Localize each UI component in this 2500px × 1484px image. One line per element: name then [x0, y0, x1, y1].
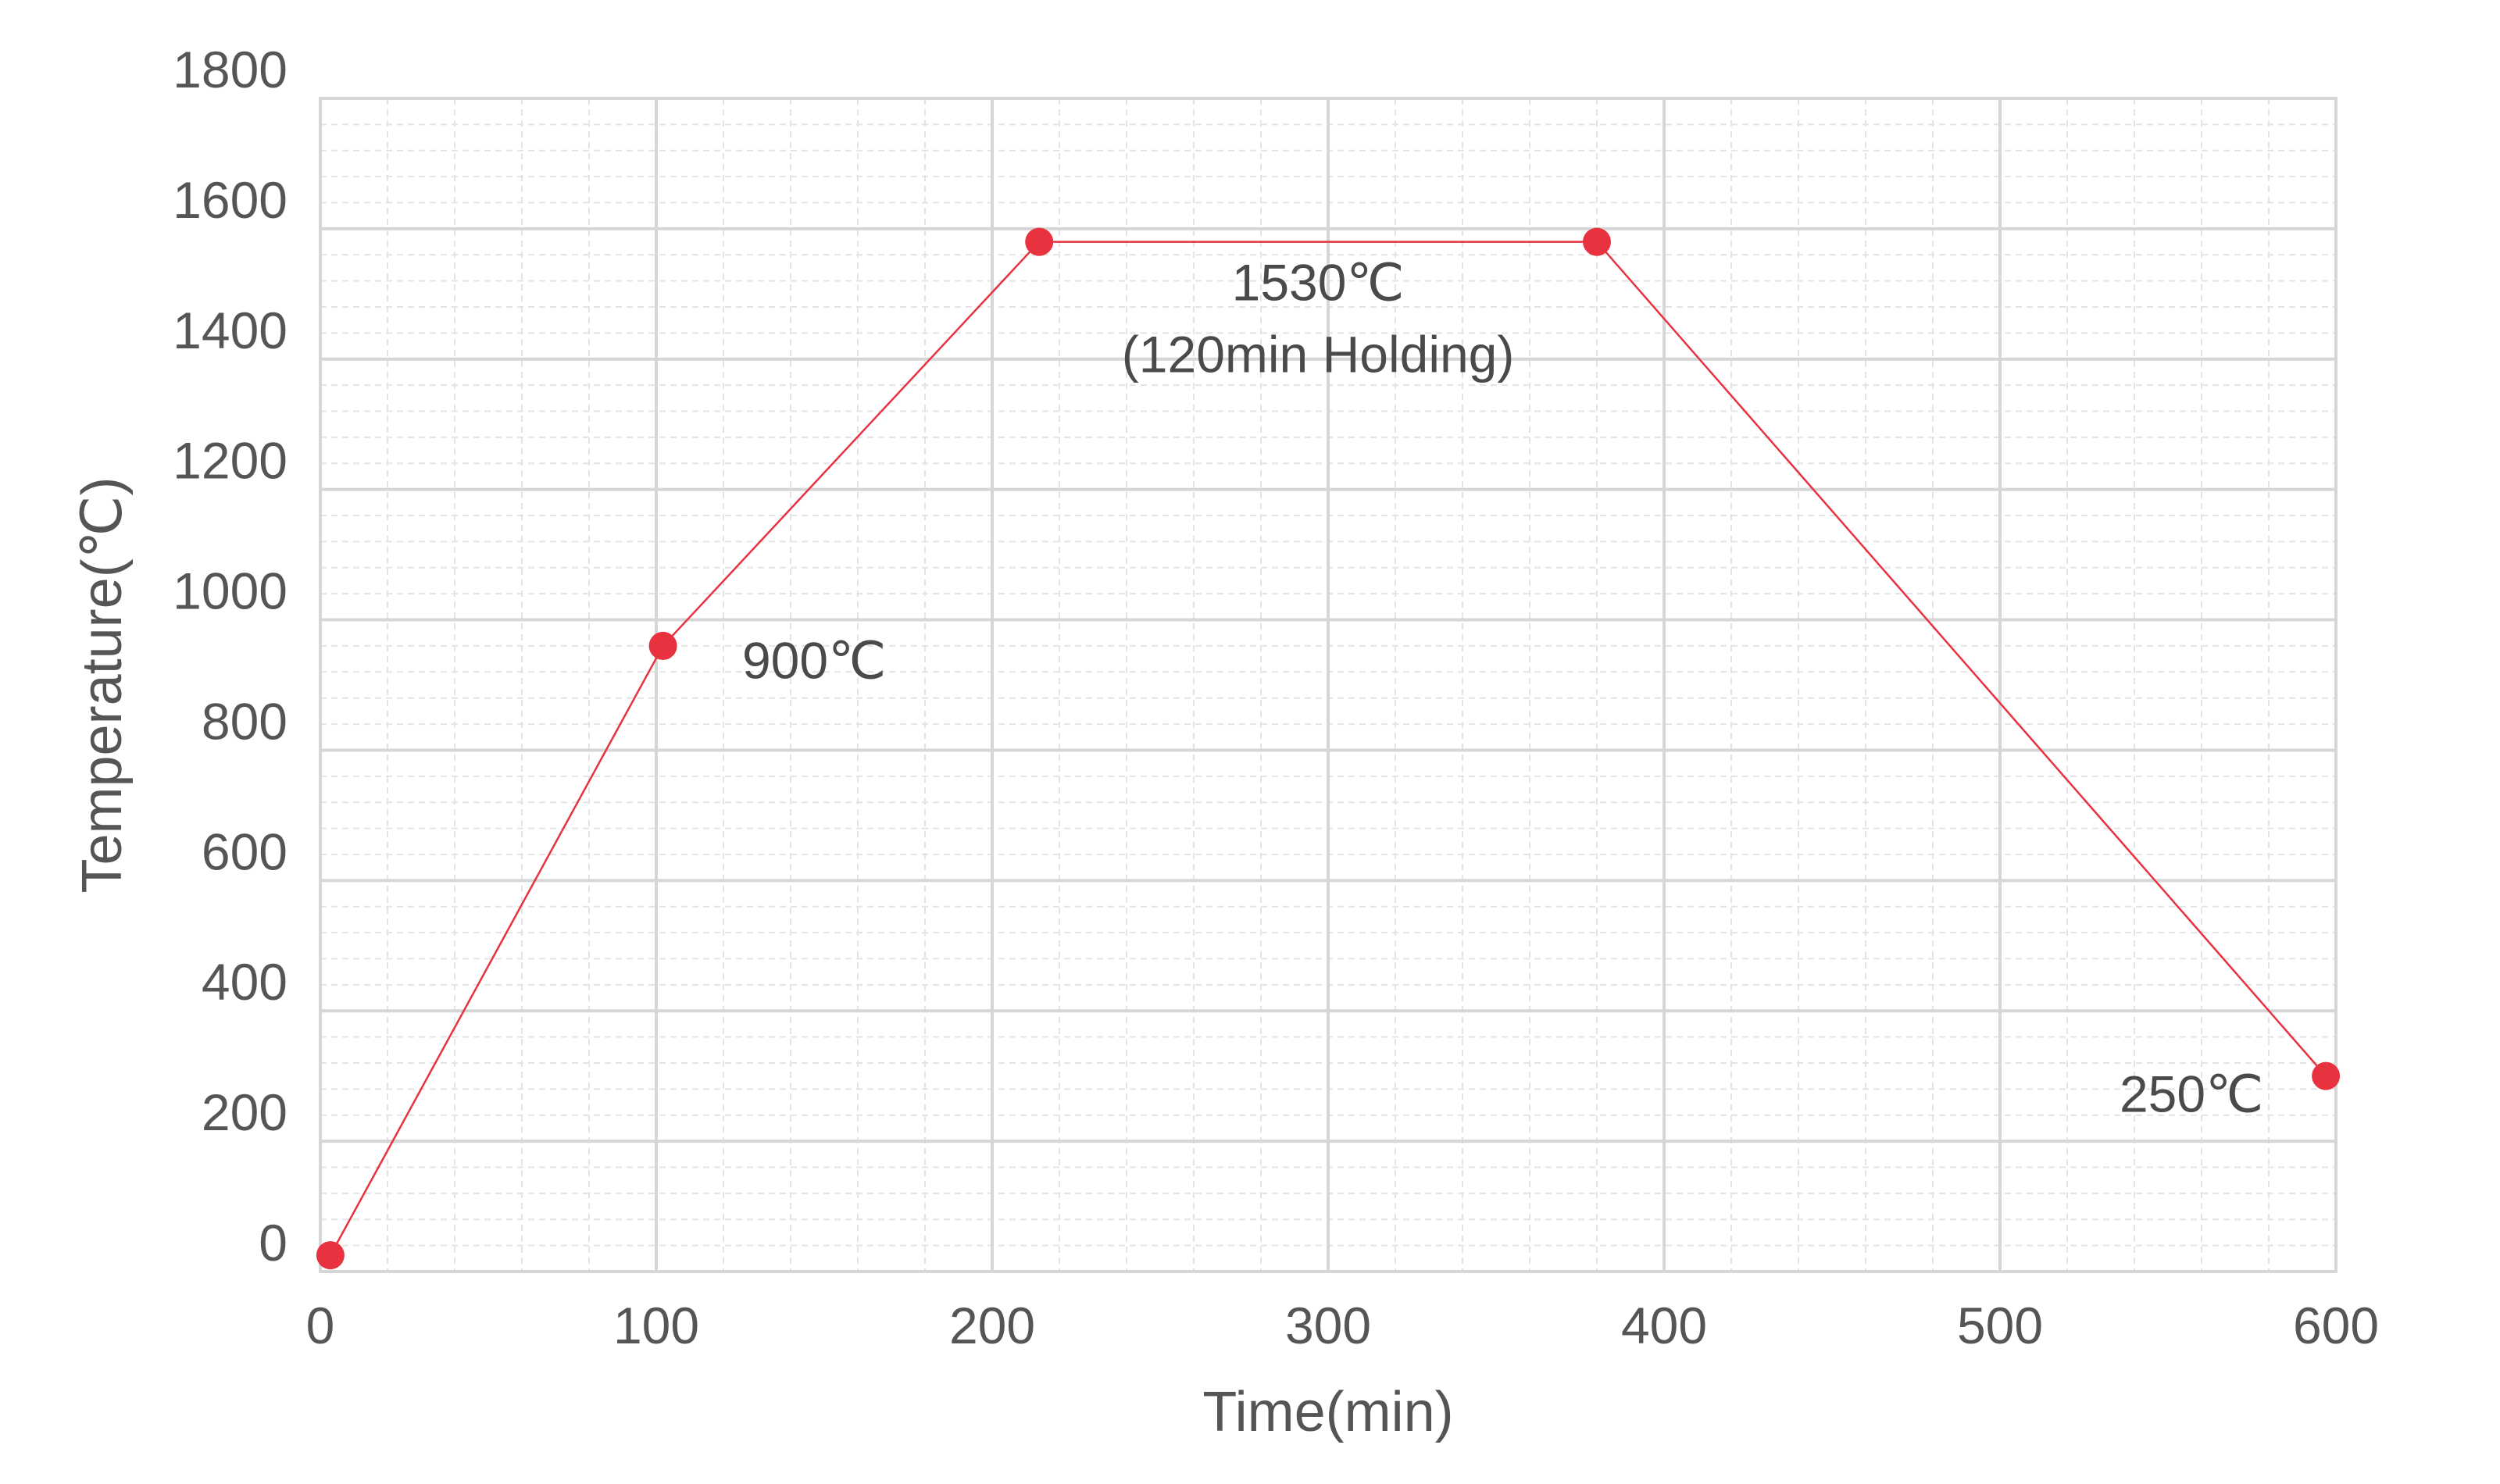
annotation-label: 250℃: [2120, 1065, 2263, 1123]
y-tick-label: 1600: [173, 171, 288, 229]
y-tick-label: 1800: [173, 41, 288, 98]
annotation-label: 900℃: [742, 632, 886, 690]
series-layer: [316, 227, 2341, 1270]
y-tick-label: 600: [202, 822, 288, 880]
annotation-label: 1530℃: [1232, 254, 1405, 312]
y-tick-label: 400: [202, 953, 288, 1011]
x-tick-label: 100: [613, 1297, 699, 1354]
plot-frame: [319, 97, 2338, 1273]
y-tick-label: 200: [202, 1083, 288, 1141]
y-tick-label: 1400: [173, 301, 288, 359]
y-tick-label: 1200: [173, 432, 288, 490]
y-tick-labels: 0 200 400 600 800 1000 1200 1400 1600 1800: [173, 41, 288, 1272]
annotation-label: (120min Holding): [1122, 325, 1515, 383]
y-tick-label: 800: [202, 692, 288, 750]
x-tick-label: 500: [1957, 1297, 2043, 1354]
x-tick-labels: 0 100 200 300 400 500 600: [306, 1297, 2379, 1354]
y-axis-title: Temperature(℃): [71, 476, 134, 893]
data-point: [2312, 1061, 2341, 1090]
x-tick-label: 200: [949, 1297, 1035, 1354]
x-tick-label: 300: [1285, 1297, 1371, 1354]
y-tick-label: 1000: [173, 562, 288, 620]
x-tick-label: 600: [2293, 1297, 2379, 1354]
x-axis-title: Time(min): [1202, 1381, 1453, 1443]
y-tick-label: 0: [259, 1214, 288, 1272]
data-point: [316, 1241, 345, 1270]
data-point: [648, 631, 677, 660]
x-tick-label: 0: [306, 1297, 335, 1354]
data-point: [1583, 227, 1611, 256]
data-point: [1025, 227, 1054, 256]
annotation-layer: 900℃ 1530℃ (120min Holding) 250℃: [742, 254, 2263, 1123]
x-tick-label: 400: [1621, 1297, 1707, 1354]
